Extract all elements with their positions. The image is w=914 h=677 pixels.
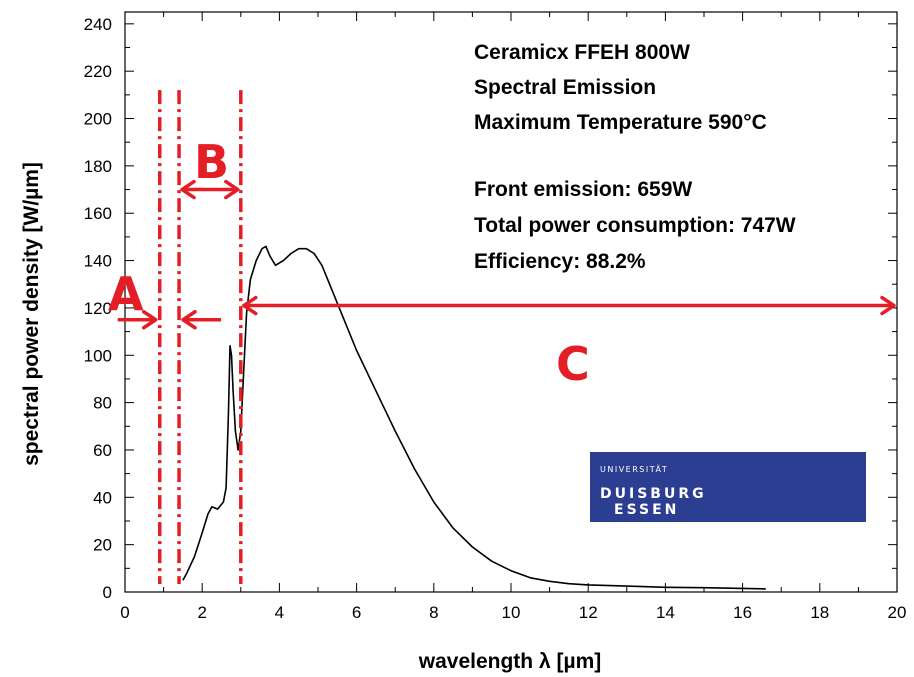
y-tick-label-3: 60 [93,441,112,460]
axes: 0 2 4 6 8 10 12 14 16 18 2002040608010012014016018… [84,11,907,622]
x-tick-label-0: 0 [120,603,129,622]
y-tick-label-4: 80 [93,394,112,413]
x-tick-label-6: 12 [579,603,598,622]
y-tick-label-9: 180 [84,157,112,176]
y-tick-label-11: 220 [84,62,112,81]
region-b-arrow-head-right [224,179,240,200]
annotation-efficiency: Efficiency: 88.2% [474,250,646,273]
x-tick-label-10: 20 [888,603,907,622]
x-tick-label-3: 6 [352,603,361,622]
y-tick-label-0: 0 [103,583,112,602]
y-tick-label-5: 100 [84,346,112,365]
y-tick-label-2: 40 [93,488,112,507]
annotation-block: Ceramicx FFEH 800W Spectral Emission Max… [474,41,796,273]
annotation-subtitle: Spectral Emission [474,76,656,99]
logo-top-line: UNIVERSITÄT [600,464,668,474]
x-tick-label-7: 14 [656,603,675,622]
x-tick-label-9: 18 [810,603,829,622]
region-a-arrow-left-head [141,310,158,330]
logo-word-duisburg: DUISBURG [600,486,707,502]
region-markup [117,90,896,584]
series-line-0 [182,245,766,590]
y-tick-label-6: 120 [84,299,112,318]
annotation-max-temp: Maximum Temperature 590°C [474,111,767,134]
curve-layer [182,245,766,590]
x-tick-label-2: 4 [275,603,284,622]
x-axis-label: wavelength λ [µm] [418,650,601,673]
region-a-arrow-right-head [181,310,197,330]
annotation-total-power: Total power consumption: 747W [474,214,796,237]
logo-word-essen: ESSEN [614,502,679,518]
annotation-title: Ceramicx FFEH 800W [474,41,690,64]
x-tick-label-4: 8 [429,603,438,622]
region-b-label: B [194,135,229,189]
x-tick-label-5: 10 [502,603,521,622]
y-tick-label-1: 20 [93,536,112,555]
logo-background [590,452,866,522]
x-tick-label-1: 2 [197,603,206,622]
x-tick-label-8: 16 [733,603,752,622]
region-c-label: C [556,337,590,391]
annotation-front-emission: Front emission: 659W [474,178,692,201]
university-logo: UNIVERSITÄT DUISBURG ESSEN [590,452,866,522]
region-c-arrow-head-right [880,295,896,316]
y-tick-label-12: 240 [84,15,112,34]
y-tick-label-7: 140 [84,252,112,271]
y-axis-label: spectral power density [W/µm] [20,162,43,466]
region-c-arrow-head-left [242,295,258,316]
y-tick-label-8: 160 [84,204,112,223]
y-tick-label-10: 200 [84,110,112,129]
region-a-label: A [108,267,144,321]
region-b-arrow-head-left [180,179,196,200]
